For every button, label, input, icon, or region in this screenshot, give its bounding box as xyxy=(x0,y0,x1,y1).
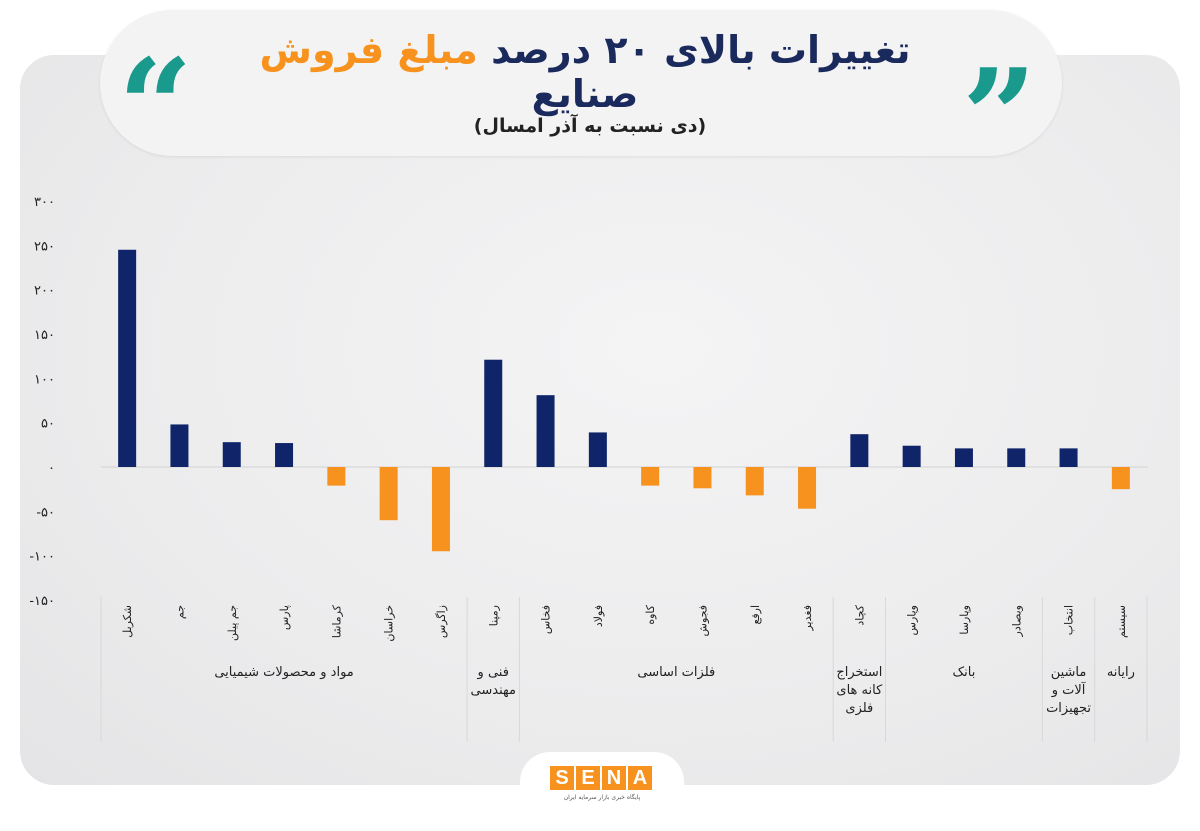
bar xyxy=(954,448,973,467)
x-category-label: کرماشا xyxy=(330,604,343,638)
x-category-label: وبصادر xyxy=(1010,605,1023,637)
title-part1: تغییرات بالای ۲۰ درصد xyxy=(491,28,911,72)
x-category-label: وپارس xyxy=(906,605,919,635)
bar xyxy=(588,432,607,467)
x-category-label: فولاد xyxy=(592,605,605,627)
x-category-label: کاوه xyxy=(644,604,657,624)
open-quote-icon: “ xyxy=(118,30,193,183)
chart-title: تغییرات بالای ۲۰ درصد مبلغ فروش صنایع xyxy=(200,28,970,116)
bar xyxy=(1007,448,1026,467)
bar xyxy=(1059,448,1078,467)
bar xyxy=(170,424,189,467)
logo-tagline: پایگاه خبری بازار سرمایه ایران xyxy=(563,794,641,801)
bar xyxy=(745,467,764,496)
header-banner xyxy=(100,10,1062,156)
bar xyxy=(484,359,503,467)
chart-subtitle: (دی نسبت به آذر امسال) xyxy=(473,115,707,137)
x-category-label: انتخاب xyxy=(1063,605,1076,635)
bar xyxy=(1111,467,1130,490)
x-category-label: جم xyxy=(173,605,186,619)
x-group-label: بانک xyxy=(953,665,976,680)
x-group-label: ماشین xyxy=(1051,665,1087,680)
x-category-label: جم پیلن xyxy=(226,605,239,641)
x-category-label: رمپنا xyxy=(487,605,500,626)
x-group-label: مواد و محصولات شیمیایی xyxy=(214,665,353,680)
y-tick-label: ۱۰۰ xyxy=(34,372,55,387)
x-group-label: رایانه xyxy=(1107,665,1135,680)
logo-letter: N xyxy=(602,766,626,790)
close-quote-icon: ” xyxy=(962,40,1037,193)
bar xyxy=(118,249,137,467)
y-tick-label: ۲۵۰ xyxy=(34,239,55,254)
y-tick-label: ۱۵۰ xyxy=(34,328,55,343)
x-group-label: مهندسی xyxy=(471,683,516,698)
bar xyxy=(693,467,712,489)
x-category-label: پارس xyxy=(278,605,291,630)
bar xyxy=(536,395,555,467)
x-category-label: وپارسا xyxy=(958,605,971,635)
x-group-label: تجهیزات xyxy=(1046,701,1091,716)
y-tick-label: ۳۰۰ xyxy=(34,195,55,210)
x-category-label: فجوش xyxy=(696,605,709,636)
x-category-label: فخاس xyxy=(540,605,553,634)
y-tick-label: -۵۰ xyxy=(36,505,55,520)
x-category-label: فغدیر xyxy=(801,605,814,631)
title-accent: مبلغ فروش xyxy=(259,28,478,72)
y-tick-label: ۵۰ xyxy=(41,417,55,432)
bar xyxy=(431,467,450,552)
bar xyxy=(850,434,869,467)
y-tick-label: -۱۰۰ xyxy=(29,550,55,565)
title-part2: صنایع xyxy=(531,72,639,116)
bar xyxy=(641,467,660,486)
bar xyxy=(902,445,921,467)
bar xyxy=(798,467,817,509)
x-category-label: سیستم xyxy=(1115,605,1128,638)
y-tick-label: -۱۵۰ xyxy=(29,594,55,609)
x-group-label: آلات و xyxy=(1051,681,1087,698)
x-category-label: کچاد xyxy=(853,604,866,625)
chart-card xyxy=(20,55,1180,785)
y-tick-label: ۰ xyxy=(48,461,55,476)
x-group-label: کانه های xyxy=(836,683,883,698)
x-category-label: خراسان xyxy=(383,605,396,642)
bar xyxy=(379,467,398,521)
x-group-label: فنی و xyxy=(477,665,509,680)
bar xyxy=(222,442,241,467)
bar xyxy=(327,467,346,486)
x-category-label: شکربل xyxy=(121,605,134,638)
y-tick-label: ۲۰۰ xyxy=(34,284,55,299)
x-group-label: فلزات اساسی xyxy=(637,665,715,680)
logo-letter: E xyxy=(576,766,600,790)
x-category-label: ارفع xyxy=(749,605,762,624)
x-group-label: استخراج xyxy=(836,665,882,680)
bar xyxy=(275,443,294,467)
x-group-label: فلزی xyxy=(845,701,873,716)
logo-letter: S xyxy=(550,766,574,790)
logo-letter: A xyxy=(628,766,652,790)
x-category-label: زاگرس xyxy=(435,605,448,638)
